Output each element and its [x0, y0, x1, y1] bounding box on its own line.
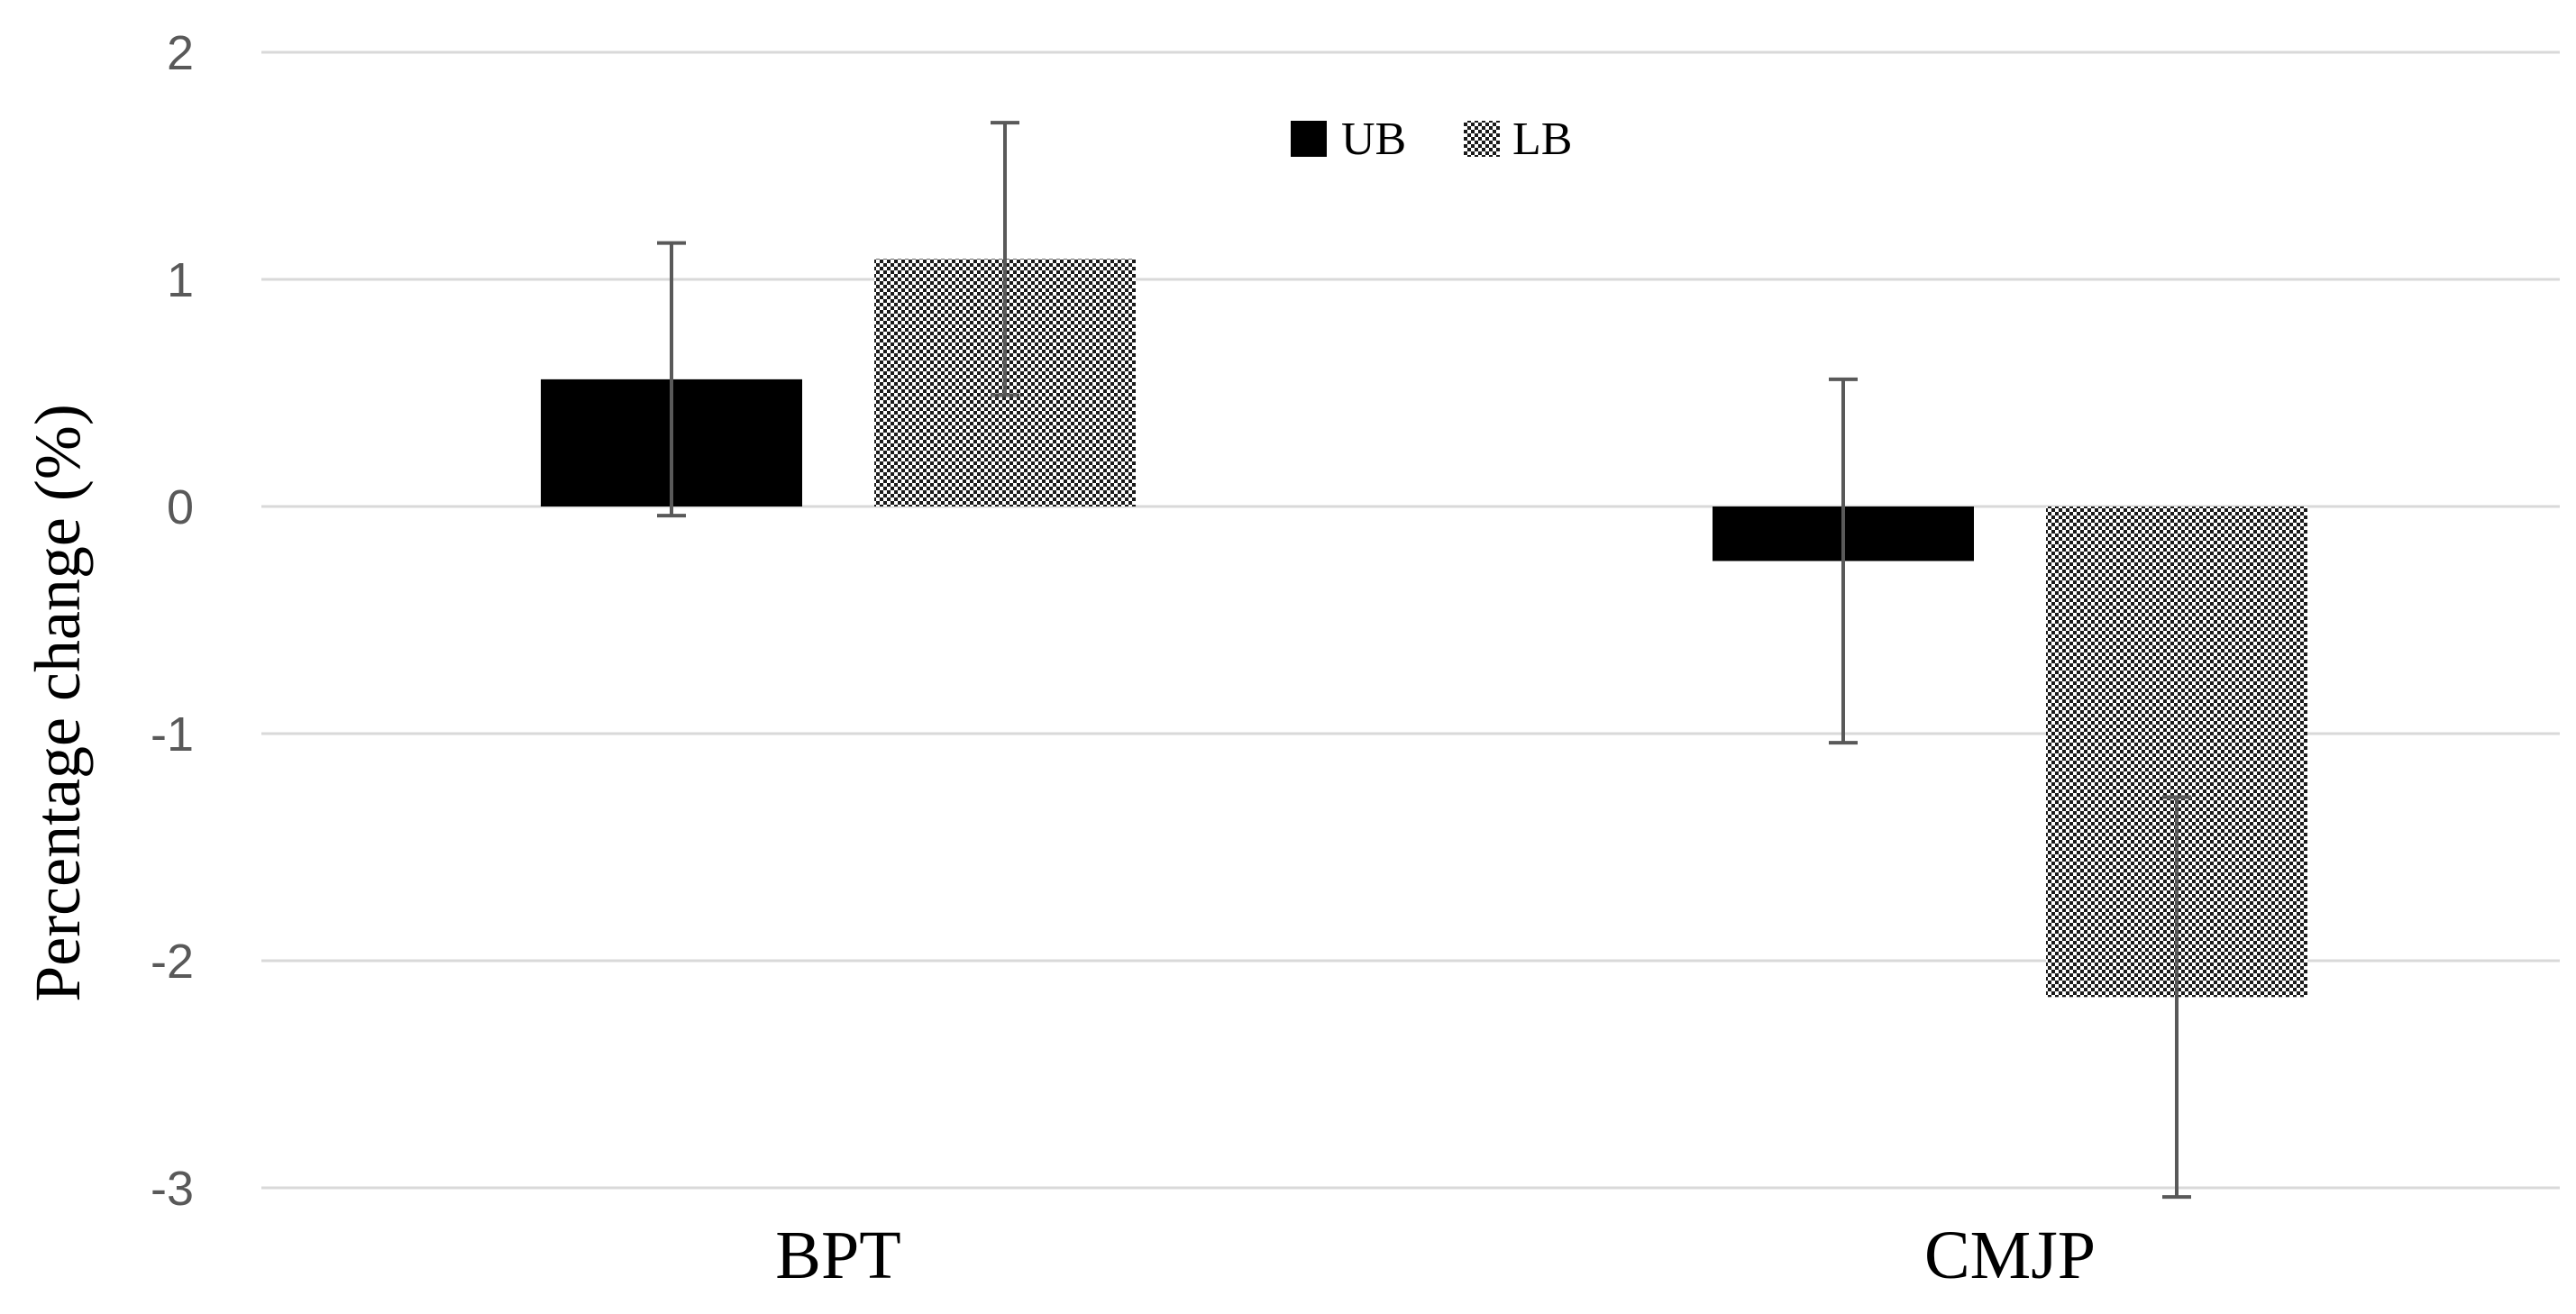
error-bar-lb-bpt: [991, 121, 1019, 397]
y-tick-label: 1: [167, 253, 194, 307]
error-bar-ub-bpt: [657, 241, 686, 518]
bars: [541, 259, 2307, 998]
legend-swatch-lb: [1464, 121, 1500, 157]
y-axis-ticks: 2 1 0 -1 -2 -3: [151, 26, 194, 1216]
y-tick-label: -3: [151, 1162, 194, 1216]
error-bar-ub-cmjp: [1829, 377, 1858, 745]
legend-label-lb: LB: [1512, 114, 1572, 165]
legend: UB LB: [1291, 114, 1572, 165]
y-axis-title: Percentage change (%): [22, 404, 94, 1002]
legend-label-ub: UB: [1341, 114, 1406, 165]
error-bars: [657, 121, 2191, 1200]
x-category-label: CMJP: [1924, 1218, 2096, 1293]
y-tick-label: 2: [167, 26, 194, 80]
legend-swatch-ub: [1291, 121, 1327, 157]
error-bar-lb-cmjp: [2162, 795, 2191, 1200]
x-axis-labels: BPT CMJP: [775, 1218, 2096, 1293]
y-tick-label: 0: [167, 480, 194, 534]
y-tick-label: -2: [151, 935, 194, 989]
y-tick-label: -1: [151, 707, 194, 762]
x-category-label: BPT: [775, 1218, 900, 1293]
